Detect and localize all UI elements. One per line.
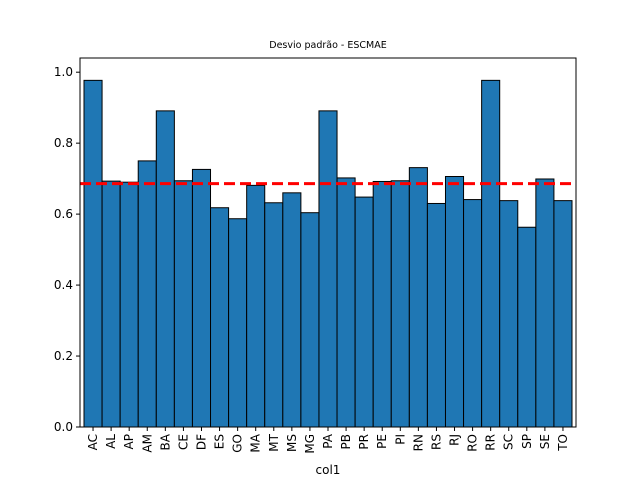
bar-se bbox=[535, 178, 555, 428]
x-tick-label-ba: BA bbox=[158, 433, 172, 450]
y-axis: 0.0 0.2 0.4 0.6 0.8 1.0 bbox=[54, 65, 80, 434]
x-tick-label-se: SE bbox=[538, 434, 552, 449]
y-tick-label: 0.8 bbox=[54, 136, 73, 150]
x-tick-label-rs: RS bbox=[429, 434, 443, 450]
x-tick-label-ce: CE bbox=[176, 434, 190, 450]
bar-ce bbox=[173, 180, 193, 428]
bar-df bbox=[191, 168, 212, 428]
x-tick-label-al: AL bbox=[104, 434, 118, 449]
x-tick-label-go: GO bbox=[231, 434, 245, 453]
y-tick-label: 0.4 bbox=[54, 278, 73, 292]
bar-ba bbox=[155, 110, 175, 428]
x-tick-label-pa: PA bbox=[321, 433, 335, 448]
x-tick-label-ms: MS bbox=[285, 434, 299, 452]
x-tick-label-ma: MA bbox=[249, 433, 263, 452]
y-tick-label: 1.0 bbox=[54, 65, 73, 79]
x-tick-label-sc: SC bbox=[502, 434, 516, 450]
x-tick-label-rn: RN bbox=[411, 434, 425, 451]
y-tick-label: 0.6 bbox=[54, 207, 73, 221]
bar-ap bbox=[119, 181, 139, 428]
bar-ro bbox=[463, 199, 483, 428]
x-tick-label-ro: RO bbox=[466, 434, 480, 452]
x-axis-label: col1 bbox=[316, 463, 341, 477]
x-tick-label-to: TO bbox=[556, 434, 570, 452]
x-tick-label-mg: MG bbox=[303, 434, 317, 454]
bar-pb bbox=[336, 177, 356, 428]
bar-rr bbox=[481, 79, 501, 428]
bar-am bbox=[137, 160, 157, 428]
x-tick-label-mt: MT bbox=[267, 433, 281, 451]
bar-pi bbox=[390, 180, 410, 428]
x-tick-label-pr: PR bbox=[357, 434, 371, 450]
x-tick-label-rj: RJ bbox=[448, 434, 462, 446]
x-tick-label-ap: AP bbox=[122, 434, 136, 449]
x-tick-label-rr: RR bbox=[484, 434, 498, 451]
x-tick-label-es: ES bbox=[213, 434, 227, 449]
x-axis: AC AL AP AM BA CE DF ES GO MA MT MS MG PA PB PR PE PI RN RS… bbox=[86, 427, 570, 454]
bar-rn bbox=[408, 167, 428, 428]
x-tick-label-pe: PE bbox=[375, 434, 389, 449]
bar-pa bbox=[318, 110, 338, 428]
bar-rj bbox=[444, 176, 465, 428]
bar-al bbox=[101, 180, 121, 428]
y-tick-label: 0.2 bbox=[54, 349, 73, 363]
x-tick-label-sp: SP bbox=[520, 434, 534, 449]
bar-pe bbox=[372, 180, 392, 428]
bar-to bbox=[553, 200, 573, 428]
y-tick-label: 0.0 bbox=[54, 420, 73, 434]
bar-ac bbox=[83, 79, 103, 428]
x-tick-label-am: AM bbox=[140, 434, 154, 453]
x-tick-label-pi: PI bbox=[393, 434, 407, 445]
bar-mt bbox=[264, 202, 284, 428]
bar-pr bbox=[354, 196, 374, 428]
chart-title: Desvio padrão - ESCMAE bbox=[269, 40, 386, 51]
bar-es bbox=[210, 207, 230, 428]
bars bbox=[83, 79, 573, 428]
bar-ms bbox=[282, 192, 302, 428]
bar-sp bbox=[517, 226, 537, 428]
x-tick-label-df: DF bbox=[194, 434, 208, 450]
bar-sc bbox=[499, 200, 519, 428]
x-tick-label-ac: AC bbox=[86, 434, 100, 450]
bar-go bbox=[228, 218, 248, 428]
bar-ma bbox=[246, 184, 266, 428]
bar-mg bbox=[300, 212, 320, 428]
x-tick-label-pb: PB bbox=[339, 434, 353, 449]
bar-rs bbox=[426, 202, 446, 428]
